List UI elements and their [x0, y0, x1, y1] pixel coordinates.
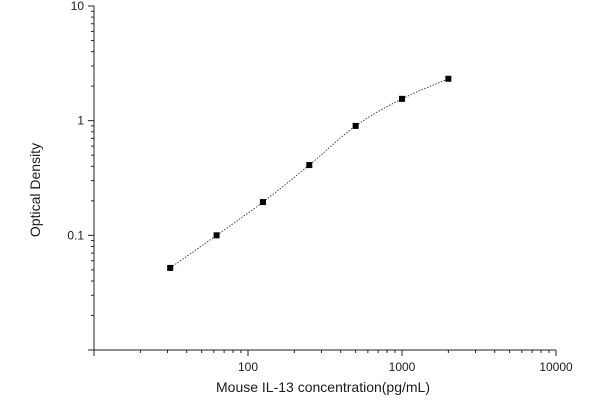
- data-point: [445, 75, 452, 82]
- x-axis-label: Mouse IL-13 concentration(pg/mL): [216, 379, 430, 395]
- ticks: 100 1000 10000 0.1 1 10: [67, 0, 573, 374]
- y-axis-label: Optical Density: [27, 143, 43, 237]
- y-tick-label: 0.1: [67, 228, 84, 242]
- data-point: [352, 122, 359, 129]
- data-point: [167, 264, 174, 271]
- data-point: [213, 232, 220, 239]
- y-tick-label: 1: [77, 114, 84, 128]
- data-point: [259, 199, 266, 206]
- x-tick-label: 100: [238, 360, 258, 374]
- x-tick-label: 1000: [389, 360, 416, 374]
- data-point: [306, 162, 313, 169]
- fit-curve: [169, 78, 449, 269]
- data-point: [399, 95, 405, 102]
- y-tick-label: 10: [71, 0, 85, 13]
- data-points: [167, 75, 452, 271]
- axes: [93, 6, 556, 351]
- x-tick-label: 10000: [539, 360, 573, 374]
